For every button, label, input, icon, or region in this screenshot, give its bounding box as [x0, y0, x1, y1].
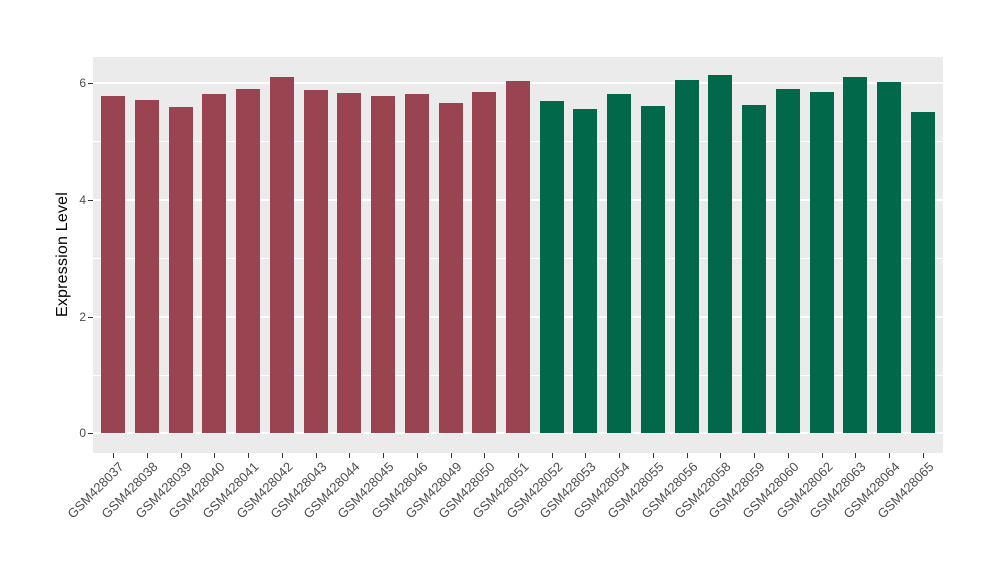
x-tick-mark: [855, 453, 857, 458]
bar-GSM428054: [607, 94, 632, 434]
x-tick-mark: [754, 453, 756, 458]
bar-GSM428046: [404, 93, 429, 434]
x-tick-mark: [315, 453, 317, 458]
x-tick-mark: [146, 453, 148, 458]
y-tick-label: 2: [79, 309, 86, 324]
x-tick-mark: [214, 453, 216, 458]
bar-GSM428045: [371, 95, 396, 434]
x-tick-mark: [619, 453, 621, 458]
x-tick-mark: [922, 453, 924, 458]
x-tick-mark: [889, 453, 891, 458]
bar-GSM428041: [236, 88, 261, 434]
y-axis-title: Expression Level: [54, 192, 71, 318]
x-tick-mark: [652, 453, 654, 458]
y-tick-label: 0: [79, 426, 86, 441]
bar-GSM428063: [843, 76, 868, 434]
x-tick-mark: [720, 453, 722, 458]
x-tick-mark: [484, 453, 486, 458]
bar-GSM428039: [168, 106, 193, 434]
x-tick-mark: [551, 453, 553, 458]
x-tick-mark: [518, 453, 519, 458]
bar-GSM428052: [539, 100, 564, 434]
x-tick-mark: [113, 453, 115, 458]
bar-GSM428040: [202, 93, 227, 434]
y-axis-title-wrap: Expression Level: [50, 57, 76, 453]
bar-GSM428049: [438, 102, 463, 434]
y-tick-label: 6: [79, 76, 86, 91]
bar-GSM428056: [674, 79, 699, 434]
x-tick-mark: [450, 453, 452, 458]
y-tick-mark: [88, 83, 93, 85]
bar-GSM428060: [775, 89, 800, 434]
bar-GSM428053: [573, 108, 598, 434]
y-tick-label: 4: [79, 193, 86, 207]
bar-GSM428051: [506, 80, 530, 434]
x-tick-mark: [281, 453, 283, 458]
x-tick-mark: [248, 453, 250, 458]
bar-GSM428058: [708, 74, 733, 434]
x-tick-mark: [180, 453, 182, 458]
x-tick-mark: [821, 453, 823, 458]
gridline-major: [93, 432, 943, 435]
bar-GSM428044: [337, 93, 362, 434]
bar-GSM428055: [640, 106, 665, 434]
bar-GSM428042: [269, 77, 294, 434]
y-tick-mark: [88, 433, 93, 435]
y-tick-mark: [88, 316, 93, 318]
x-tick-mark: [686, 453, 688, 458]
x-tick-mark: [585, 453, 587, 458]
bar-GSM428059: [742, 104, 767, 434]
bar-GSM428038: [134, 99, 159, 434]
bar-GSM428065: [910, 112, 935, 434]
y-tick-mark: [88, 200, 93, 201]
bar-GSM428050: [472, 92, 497, 434]
x-tick-mark: [383, 453, 385, 458]
x-tick-mark: [349, 453, 351, 458]
bar-GSM428037: [101, 96, 126, 434]
x-tick-mark: [416, 453, 418, 458]
bar-GSM428064: [877, 82, 902, 434]
bar-GSM428062: [809, 92, 834, 434]
x-tick-mark: [787, 453, 789, 458]
bar-GSM428043: [303, 89, 328, 434]
